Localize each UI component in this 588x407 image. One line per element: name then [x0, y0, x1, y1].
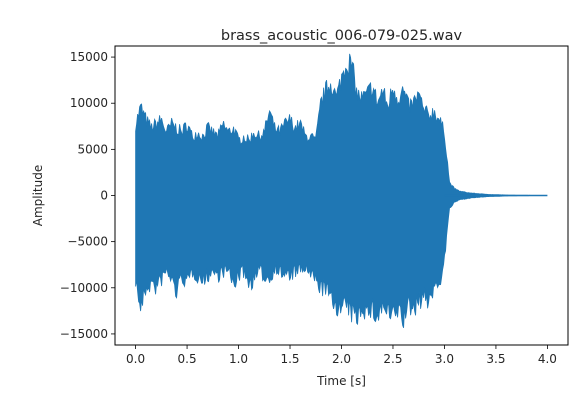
- x-tick-label: 2.5: [383, 352, 402, 366]
- y-tick-label: 15000: [70, 50, 108, 64]
- y-tick-label: 10000: [70, 96, 108, 110]
- x-axis-label: Time [s]: [316, 374, 366, 388]
- y-axis: −15000 −10000 −5000 0 5000 10000 15000: [60, 50, 115, 341]
- x-tick-label: 4.0: [538, 352, 557, 366]
- y-tick-label: −15000: [60, 327, 108, 341]
- y-tick-label: 5000: [77, 142, 108, 156]
- y-tick-label: −5000: [67, 235, 108, 249]
- waveform-series: [135, 53, 547, 328]
- y-axis-label: Amplitude: [31, 165, 45, 227]
- y-tick-label: −10000: [60, 281, 108, 295]
- x-tick-label: 0.5: [178, 352, 197, 366]
- x-axis: 0.0 0.5 1.0 1.5 2.0 2.5 3.0 3.5 4.0: [126, 345, 557, 366]
- chart-title: brass_acoustic_006-079-025.wav: [221, 28, 463, 44]
- x-tick-label: 0.0: [126, 352, 145, 366]
- x-tick-label: 3.0: [435, 352, 454, 366]
- y-tick-label: 0: [100, 189, 108, 203]
- x-tick-label: 3.5: [486, 352, 505, 366]
- x-tick-label: 2.0: [332, 352, 351, 366]
- x-tick-label: 1.0: [229, 352, 248, 366]
- plot-area: [135, 53, 548, 328]
- x-tick-label: 1.5: [280, 352, 299, 366]
